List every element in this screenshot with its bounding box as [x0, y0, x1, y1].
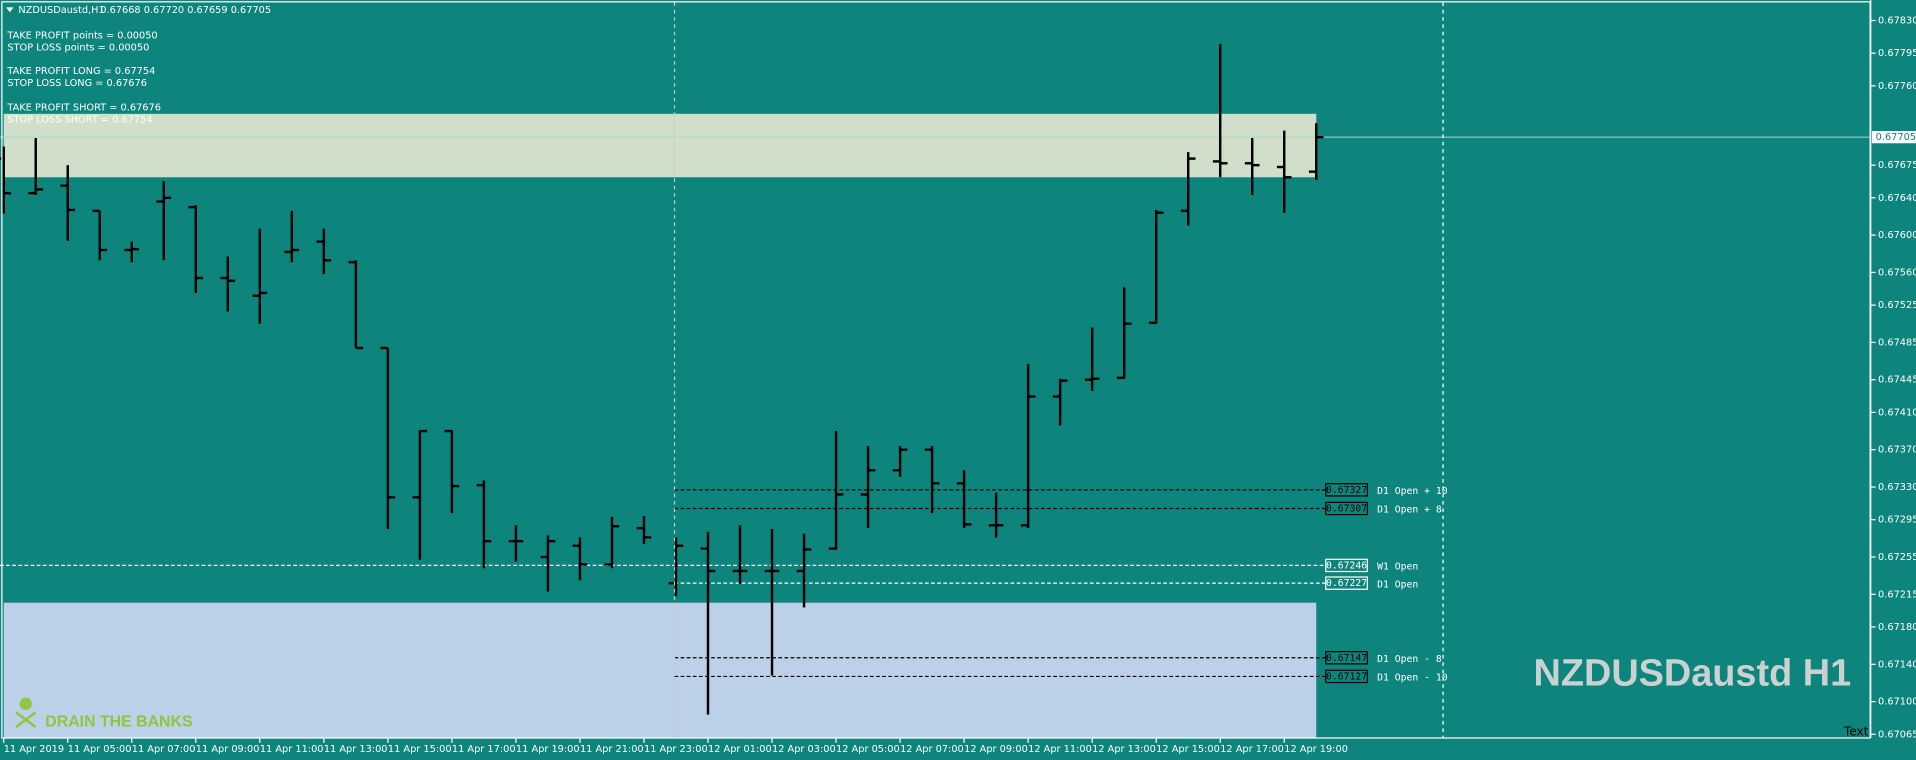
- info-line: STOP LOSS LONG = 0.67676: [7, 78, 147, 89]
- y-tick-label: 0.67600: [1878, 230, 1916, 241]
- x-tick-label: 11 Apr 17:00: [452, 744, 516, 755]
- x-tick-label: 12 Apr 07:00: [900, 744, 964, 755]
- y-tick-label: 0.67760: [1878, 81, 1916, 92]
- y-tick-label: 0.67100: [1878, 697, 1916, 708]
- y-tick-label: 0.67795: [1878, 48, 1916, 59]
- level-price: 0.67227: [1326, 578, 1367, 589]
- y-tick-label: 0.67330: [1878, 482, 1916, 493]
- x-tick-label: 12 Apr 09:00: [964, 744, 1028, 755]
- x-tick-label: 12 Apr 01:00: [708, 744, 772, 755]
- x-tick-label: 11 Apr 19:00: [516, 744, 580, 755]
- logo-text: DRAIN THE BANKS: [45, 713, 192, 730]
- level-name: D1 Open - 10: [1377, 673, 1448, 684]
- level-price: 0.67327: [1326, 485, 1367, 496]
- quote: 0.67668 0.67720 0.67659 0.67705: [100, 5, 271, 16]
- y-tick-label: 0.67295: [1878, 515, 1916, 526]
- level-price: 0.67147: [1326, 653, 1367, 664]
- plot: 0.67327 D1 Open + 10 0.67307 D1 Open + 8 0.6…: [0, 43, 1871, 715]
- level-price-box: [1325, 501, 1368, 516]
- level-price-box: [1325, 576, 1368, 590]
- y-tick-label: 0.67180: [1878, 622, 1916, 633]
- x-tick-label: 11 Apr 2019: [4, 744, 64, 755]
- zone: [3, 602, 1317, 739]
- x-tick-label: 11 Apr 15:00: [388, 744, 452, 755]
- info-line: STOP LOSS SHORT = 0.67754: [7, 115, 152, 126]
- y-tick-label: 0.67410: [1878, 407, 1916, 418]
- zones: [3, 113, 1317, 739]
- x-tick-label: 11 Apr 05:00: [68, 744, 132, 755]
- info-line: TAKE PROFIT LONG = 0.67754: [6, 66, 155, 77]
- level-price-box: [1325, 651, 1368, 665]
- y-tick-label: 0.67140: [1878, 659, 1916, 670]
- level-price: 0.67246: [1326, 560, 1367, 571]
- x-tick-label: 12 Apr 17:00: [1220, 744, 1284, 755]
- y-tick-label: 0.67675: [1878, 160, 1916, 171]
- info-line: TAKE PROFIT points = 0.00050: [6, 30, 157, 41]
- zone: [3, 113, 1317, 178]
- x-tick-label: 11 Apr 11:00: [260, 744, 324, 755]
- y-tick-label: 0.67640: [1878, 193, 1916, 204]
- level-name: D1 Open - 8: [1377, 654, 1442, 665]
- y-tick-label: 0.67830: [1878, 16, 1916, 27]
- level-price-box: [1325, 669, 1368, 684]
- x-tick-label: 11 Apr 21:00: [580, 744, 644, 755]
- level-name: D1 Open: [1377, 579, 1418, 590]
- x-tick-label: 11 Apr 23:00: [644, 744, 708, 755]
- level-price-box: [1325, 558, 1368, 573]
- y-tick-label: 0.67485: [1878, 337, 1916, 348]
- level-price: 0.67307: [1326, 503, 1367, 514]
- bid-price-box: [1871, 131, 1916, 144]
- x-tick-label: 12 Apr 03:00: [772, 744, 836, 755]
- x-tick-label: 11 Apr 09:00: [196, 744, 260, 755]
- info-line: STOP LOSS points = 0.00050: [7, 43, 149, 54]
- level-name: D1 Open + 8: [1377, 505, 1442, 516]
- x-tick-label: 12 Apr 11:00: [1028, 744, 1092, 755]
- y-tick-label: 0.67445: [1878, 375, 1916, 386]
- y-tick-label: 0.67370: [1878, 445, 1916, 456]
- x-tick-label: 11 Apr 07:00: [132, 744, 196, 755]
- logo-icon: [15, 697, 37, 728]
- y-tick-label: 0.67255: [1878, 552, 1916, 563]
- x-tick-label: 12 Apr 15:00: [1156, 744, 1220, 755]
- x-tick-label: 12 Apr 19:00: [1284, 744, 1348, 755]
- y-tick-label: 0.67215: [1878, 589, 1916, 600]
- menu-arrow[interactable]: [6, 7, 14, 13]
- watermark: NZDUSDaustd H1: [1534, 653, 1852, 695]
- level-price-box: [1325, 483, 1368, 497]
- corner-text[interactable]: Text: [1843, 724, 1869, 738]
- x-tick-label: 11 Apr 13:00: [324, 744, 388, 755]
- y-tick-label: 0.67560: [1878, 267, 1916, 278]
- info-line: TAKE PROFIT SHORT = 0.67676: [6, 103, 161, 114]
- symbol-title: NZDUSDaustd,H1: [18, 5, 104, 16]
- x-tick-label: 12 Apr 05:00: [836, 744, 900, 755]
- y-tick-label: 0.67525: [1878, 300, 1916, 311]
- y-tick-label: 0.67065: [1878, 729, 1916, 740]
- bid-price: 0.67705: [1876, 132, 1916, 143]
- x-tick-label: 12 Apr 13:00: [1092, 744, 1156, 755]
- level-price: 0.67127: [1326, 671, 1367, 682]
- level-name: W1 Open: [1377, 562, 1418, 573]
- level-name: D1 Open + 10: [1377, 486, 1448, 497]
